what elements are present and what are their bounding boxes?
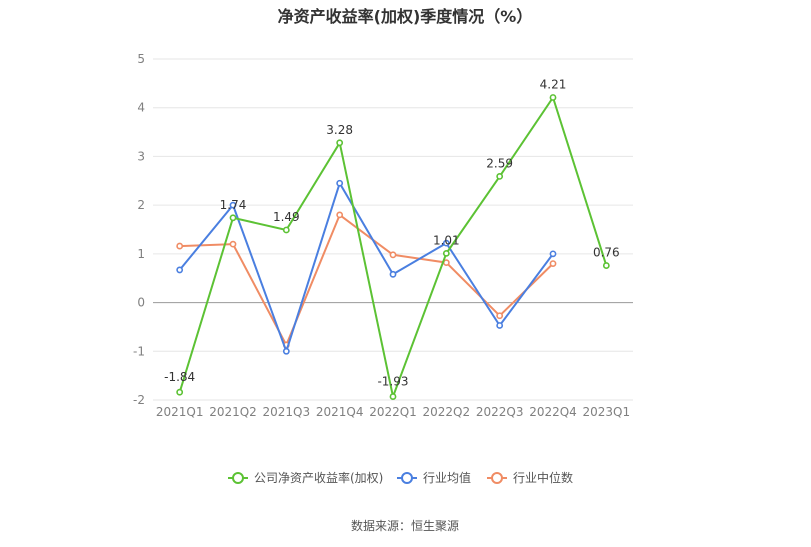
data-labels: -1.84 1.74 1.49 3.28 -1.93 1.01 2.59 4.21 0.76 xyxy=(164,77,620,388)
x-tick-label: 2021Q4 xyxy=(316,405,364,419)
x-tick-label: 2022Q4 xyxy=(529,405,577,419)
data-point xyxy=(176,388,184,396)
data-point xyxy=(282,226,290,234)
x-axis-ticks: 2021Q1 2021Q2 2021Q3 2021Q4 2022Q1 2022Q2 2022… xyxy=(156,405,630,419)
data-label: 0.76 xyxy=(593,246,620,260)
series-line xyxy=(178,180,554,355)
data-point xyxy=(496,322,504,329)
legend-label: 行业中位数 xyxy=(513,470,573,485)
y-axis-ticks: -2 -1 0 1 2 3 4 5 xyxy=(133,52,145,407)
data-point xyxy=(336,211,344,219)
data-point xyxy=(442,239,450,247)
data-point xyxy=(176,266,184,274)
data-point xyxy=(389,393,397,400)
x-tick-label: 2022Q3 xyxy=(476,405,524,419)
data-point xyxy=(229,214,237,222)
x-tick-label: 2021Q1 xyxy=(156,405,204,419)
y-tick-label: 3 xyxy=(137,149,145,163)
x-tick-label: 2021Q2 xyxy=(209,405,257,419)
source-note: 数据来源：恒生聚源 xyxy=(351,518,459,533)
data-label: 4.21 xyxy=(540,77,567,91)
x-tick-label: 2023Q1 xyxy=(583,405,631,419)
data-point xyxy=(389,251,397,259)
data-label: 1.49 xyxy=(273,210,300,224)
data-point xyxy=(496,173,504,180)
data-point xyxy=(549,260,557,267)
y-tick-label: 1 xyxy=(137,247,145,261)
data-point xyxy=(442,249,450,257)
series-line xyxy=(179,213,554,348)
legend: 公司净资产收益率(加权) 行业均值 行业中位数 xyxy=(228,470,573,485)
data-point xyxy=(336,139,344,147)
data-label: -1.93 xyxy=(377,375,408,389)
legend-label: 公司净资产收益率(加权) xyxy=(254,470,383,485)
data-point xyxy=(282,347,290,355)
y-tick-label: 2 xyxy=(137,198,145,212)
y-tick-label: 4 xyxy=(137,101,145,115)
data-label: 1.74 xyxy=(220,198,247,212)
y-tick-label: -2 xyxy=(133,393,145,407)
legend-swatch-marker xyxy=(491,472,503,484)
grid-lines xyxy=(153,58,633,401)
data-point xyxy=(336,179,344,187)
data-point xyxy=(602,262,610,269)
data-point xyxy=(229,240,237,248)
data-label: -1.84 xyxy=(164,370,195,384)
y-tick-label: 5 xyxy=(137,52,145,66)
data-point xyxy=(176,242,184,250)
data-label: 3.28 xyxy=(326,123,353,137)
data-point xyxy=(549,94,557,101)
legend-swatch-marker xyxy=(232,472,244,484)
data-point xyxy=(496,312,504,320)
y-tick-label: -1 xyxy=(133,344,145,358)
x-tick-label: 2021Q3 xyxy=(263,405,311,419)
y-tick-label: 0 xyxy=(137,296,145,310)
data-label: 1.01 xyxy=(433,233,460,247)
x-tick-label: 2022Q2 xyxy=(423,405,471,419)
series-group xyxy=(176,94,610,401)
chart-title: 净资产收益率(加权)季度情况（%） xyxy=(278,7,533,26)
legend-label: 行业均值 xyxy=(423,470,471,485)
data-point xyxy=(549,250,557,258)
legend-swatch-marker xyxy=(401,472,413,484)
data-point xyxy=(229,201,237,209)
data-label: 2.59 xyxy=(486,156,513,170)
data-point xyxy=(389,270,397,278)
x-tick-label: 2022Q1 xyxy=(369,405,417,419)
